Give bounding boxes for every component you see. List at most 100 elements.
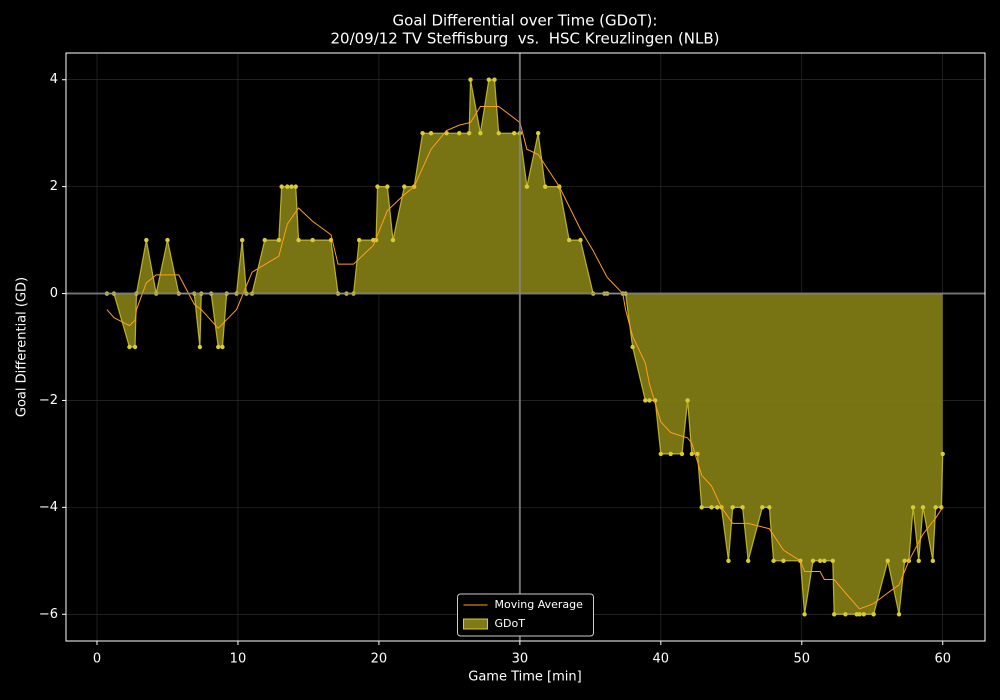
y-tick-label: 4: [50, 72, 58, 87]
chart-subtitle: 20/09/12 TV Steffisburg vs. HSC Kreuzlin…: [330, 30, 719, 48]
y-axis-label: Goal Differential (GD): [15, 277, 30, 417]
legend-swatch: [463, 618, 488, 630]
data-point: [920, 505, 926, 510]
data-point: [730, 505, 735, 510]
data-point: [468, 77, 473, 82]
y-tick-label: 0: [50, 286, 58, 301]
data-point: [144, 237, 149, 243]
data-point: [279, 184, 284, 189]
data-point: [831, 612, 837, 617]
data-point: [916, 558, 921, 564]
data-point: [630, 344, 635, 350]
y-tick-label: −2: [39, 393, 58, 408]
data-point: [843, 612, 848, 617]
legend-label: Moving Average: [495, 598, 584, 611]
x-tick-label: 30: [512, 652, 529, 667]
data-point: [478, 130, 483, 136]
data-point: [885, 558, 890, 564]
data-point: [726, 558, 731, 564]
data-point: [861, 612, 866, 617]
data-point: [239, 237, 245, 243]
data-point: [896, 612, 902, 617]
legend: Moving Average GDoT: [457, 593, 594, 637]
data-point: [285, 184, 290, 189]
data-point: [933, 505, 938, 510]
x-tick-label: 10: [230, 652, 247, 667]
data-point: [771, 558, 776, 564]
data-point: [699, 505, 704, 510]
data-point: [428, 130, 434, 136]
data-point: [940, 451, 945, 457]
data-point: [216, 344, 221, 350]
data-point: [647, 398, 652, 403]
data-point: [578, 237, 583, 243]
data-point: [802, 612, 807, 617]
y-tick-label: −4: [39, 500, 58, 515]
x-tick-label: 0: [93, 652, 101, 667]
x-tick-label: 20: [371, 652, 388, 667]
data-point: [781, 558, 786, 564]
data-point: [930, 558, 936, 564]
data-point: [402, 184, 407, 189]
data-point: [746, 558, 751, 564]
data-point: [679, 451, 685, 457]
data-point: [492, 77, 497, 82]
data-point: [689, 451, 695, 457]
data-point: [857, 612, 862, 617]
plot-frame: [65, 52, 986, 642]
data-point: [457, 130, 462, 136]
data-point: [512, 130, 517, 136]
data-point: [902, 558, 907, 564]
data-point: [643, 398, 648, 403]
data-point: [390, 237, 396, 243]
data-point: [220, 344, 225, 350]
data-point: [810, 558, 816, 564]
data-point: [127, 344, 132, 350]
x-axis-label: Game Time [min]: [468, 670, 581, 685]
x-tick-label: 50: [793, 652, 810, 667]
data-point: [668, 451, 673, 457]
data-point: [817, 558, 823, 564]
data-point: [871, 612, 876, 617]
data-point: [466, 130, 472, 136]
data-point: [496, 130, 501, 136]
x-tick-label: 40: [653, 652, 670, 667]
data-point: [289, 184, 294, 189]
data-point: [375, 184, 380, 189]
data-point: [714, 505, 720, 510]
data-point: [535, 130, 541, 136]
area: [106, 79, 943, 615]
data-point: [276, 237, 282, 243]
data-point: [822, 558, 827, 564]
data-point: [709, 505, 714, 510]
data-point: [685, 398, 690, 403]
data-point: [197, 344, 203, 350]
data-point: [385, 184, 390, 189]
data-point: [356, 237, 362, 243]
data-point: [695, 451, 700, 457]
data-point: [566, 237, 572, 243]
data-point: [740, 505, 745, 510]
y-tick-label: 2: [50, 179, 58, 194]
data-point: [524, 184, 530, 189]
data-point: [420, 130, 425, 136]
data-point: [132, 344, 138, 350]
data-point: [296, 237, 301, 243]
data-point: [830, 558, 835, 564]
legend-label: GDoT: [495, 617, 526, 630]
data-point: [310, 237, 315, 243]
data-point: [165, 237, 170, 243]
data-point: [910, 505, 916, 510]
data-point: [262, 237, 267, 243]
x-tick-label: 60: [934, 652, 951, 667]
data-point: [486, 77, 492, 82]
data-point: [767, 505, 772, 510]
chart-title: Goal Differential over Time (GDoT):: [393, 12, 658, 30]
data-point: [658, 451, 664, 457]
data-point: [543, 184, 548, 189]
legend-box: [457, 593, 594, 637]
y-tick-label: −6: [39, 607, 58, 622]
data-point: [760, 505, 765, 510]
moving-average-line: [106, 105, 944, 610]
